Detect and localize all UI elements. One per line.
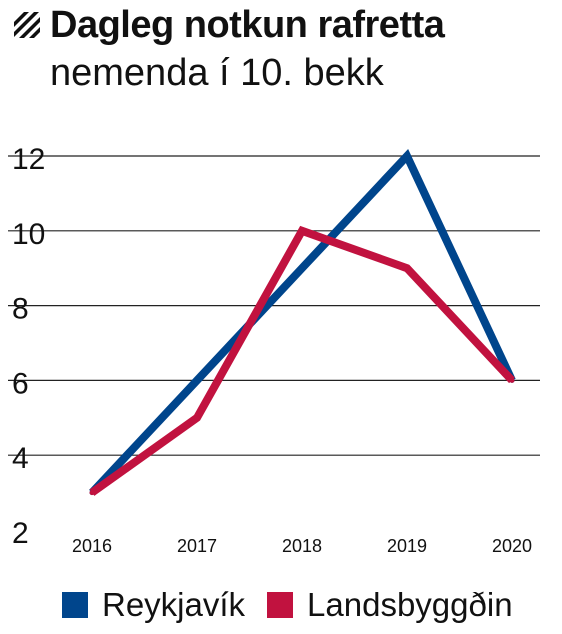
y-tick-label: 2	[12, 517, 29, 550]
y-tick-label: 6	[12, 367, 29, 400]
series-point-1-1	[194, 415, 200, 421]
legend-label-reykjavik: Reykjavík	[102, 586, 246, 623]
legend-label-landsbyggdin: Landsbyggðin	[307, 586, 513, 623]
series-point-1-3	[404, 265, 410, 271]
legend-swatch-landsbyggdin	[267, 591, 294, 618]
x-tick-label: 2016	[72, 536, 112, 556]
chart-legend: Reykjavík Landsbyggðin	[62, 588, 513, 621]
series-point-1-2	[299, 228, 305, 234]
title-row: Dagleg notkun rafretta	[14, 2, 554, 48]
x-tick-label: 2018	[282, 536, 322, 556]
legend-item-reykjavik: Reykjavík	[62, 588, 245, 621]
chart-area: 2 4 6 8 10 12 2016 2017 2018 2019 2020	[0, 140, 562, 580]
y-tick-label: 12	[12, 143, 45, 176]
diagonal-stripes-icon	[14, 12, 40, 38]
y-tick-label: 10	[12, 218, 45, 251]
series-point-0-2	[299, 265, 305, 271]
legend-item-landsbyggdin: Landsbyggðin	[267, 588, 513, 621]
y-tick-label: 8	[12, 293, 29, 326]
legend-swatch-reykjavik	[62, 591, 88, 618]
x-tick-label: 2017	[177, 536, 217, 556]
series-point-0-3	[404, 153, 410, 159]
series-point-0-1	[194, 377, 200, 383]
series-line-0	[89, 148, 516, 496]
series-point-1-4	[509, 377, 515, 383]
y-tick-label: 4	[12, 442, 29, 475]
line-chart: 2 4 6 8 10 12 2016 2017 2018 2019 2020	[8, 143, 540, 556]
chart-title: Dagleg notkun rafretta	[50, 4, 445, 46]
chart-header: Dagleg notkun rafretta nemenda í 10. bek…	[14, 2, 554, 94]
x-tick-label: 2019	[387, 536, 427, 556]
chart-subtitle: nemenda í 10. bekk	[50, 52, 384, 94]
series-point-1-0	[89, 490, 95, 496]
x-tick-label: 2020	[492, 536, 532, 556]
